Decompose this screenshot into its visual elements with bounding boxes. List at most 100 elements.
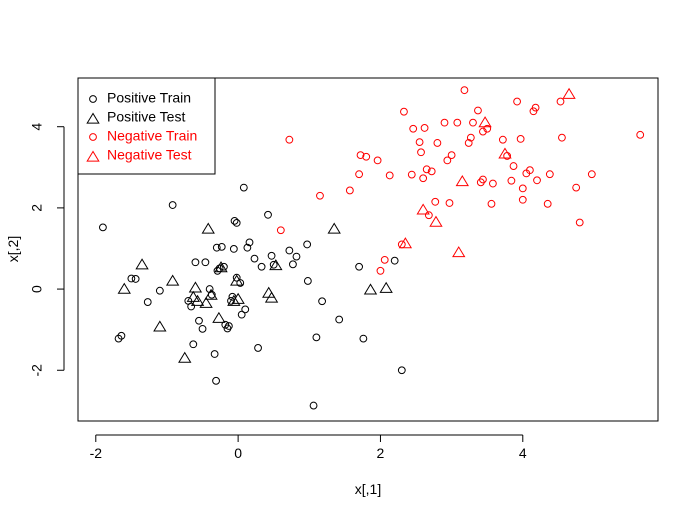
legend-marker-positive-test — [86, 112, 100, 124]
point-negative-train — [483, 124, 492, 133]
point-positive-train — [232, 273, 241, 282]
series-negative-train — [276, 86, 645, 275]
point-positive-train — [245, 238, 254, 247]
y-tick-label: 4 — [29, 123, 45, 131]
point-positive-test — [212, 311, 226, 323]
series-positive-test — [117, 222, 393, 363]
point-negative-train — [474, 106, 482, 115]
point-positive-test — [190, 294, 205, 306]
point-positive-test — [227, 294, 241, 306]
point-positive-test — [178, 351, 192, 363]
plot-area-frame — [77, 77, 659, 422]
point-positive-train — [131, 275, 140, 283]
point-positive-train — [232, 219, 241, 227]
point-positive-test — [135, 258, 149, 270]
point-positive-train — [229, 244, 238, 253]
point-positive-train — [237, 310, 246, 319]
point-negative-train — [507, 176, 516, 185]
point-positive-train — [212, 243, 221, 252]
point-negative-train — [376, 266, 385, 275]
point-negative-train — [285, 135, 294, 144]
point-positive-train — [292, 252, 301, 261]
point-negative-train — [373, 156, 382, 165]
point-negative-train — [433, 139, 442, 147]
point-negative-train — [533, 176, 541, 185]
legend-label-negative-train: Negative Train — [107, 128, 197, 144]
point-negative-train — [355, 170, 364, 179]
point-negative-train — [487, 199, 496, 208]
legend-label-positive-test: Positive Test — [107, 109, 185, 125]
legend-marker-negative-train — [89, 133, 97, 141]
point-positive-train — [143, 298, 152, 306]
point-positive-test — [363, 283, 378, 295]
point-negative-train — [488, 179, 497, 188]
point-positive-test — [327, 222, 341, 234]
point-positive-train — [230, 216, 239, 225]
point-negative-test — [562, 87, 576, 99]
point-positive-test — [230, 274, 244, 286]
point-positive-train — [289, 260, 297, 269]
point-negative-train — [440, 118, 449, 127]
y-axis: -2 0 2 4 — [29, 123, 65, 376]
point-negative-train — [443, 156, 452, 165]
point-negative-test — [398, 237, 413, 249]
point-negative-train — [545, 170, 554, 179]
y-axis-label: x[,2] — [5, 236, 21, 262]
point-positive-train — [241, 305, 250, 314]
point-negative-train — [464, 139, 473, 147]
legend-item-positive-train: Positive Train — [89, 90, 191, 106]
point-negative-train — [276, 226, 285, 235]
point-negative-train — [469, 118, 477, 127]
point-negative-train — [543, 199, 552, 208]
point-positive-train — [254, 344, 262, 352]
point-negative-train — [415, 138, 424, 147]
x-axis-label: x[,1] — [355, 481, 381, 497]
point-positive-train — [212, 376, 220, 385]
point-positive-test — [165, 274, 180, 286]
point-positive-test — [117, 282, 131, 294]
point-negative-train — [380, 255, 389, 264]
point-negative-test — [455, 175, 469, 187]
point-positive-train — [318, 297, 326, 306]
legend-item-positive-test: Positive Test — [86, 109, 185, 125]
point-negative-train — [409, 124, 418, 133]
point-positive-train — [99, 223, 107, 232]
point-positive-test — [379, 281, 393, 293]
point-positive-train — [303, 240, 312, 249]
point-positive-train — [195, 316, 203, 325]
point-positive-test — [231, 292, 245, 304]
point-positive-train — [236, 279, 245, 287]
point-positive-test — [188, 281, 203, 293]
point-negative-train — [509, 162, 518, 170]
point-positive-train — [210, 350, 219, 358]
x-tick-label: 4 — [519, 445, 527, 461]
point-negative-train — [460, 86, 469, 95]
point-negative-train — [587, 170, 596, 179]
point-positive-test — [186, 290, 200, 302]
point-negative-test — [498, 147, 512, 159]
point-negative-train — [636, 130, 645, 139]
point-negative-train — [513, 97, 521, 106]
point-negative-train — [558, 133, 566, 142]
point-positive-train — [359, 334, 368, 343]
point-positive-train — [309, 401, 318, 410]
point-negative-test — [429, 215, 443, 227]
legend-item-negative-test: Negative Test — [86, 147, 192, 163]
x-tick-label: 2 — [377, 445, 385, 461]
point-negative-train — [385, 171, 394, 180]
point-negative-train — [407, 170, 416, 179]
series-negative-test — [398, 87, 576, 258]
series-positive-train — [99, 183, 406, 410]
point-negative-train — [419, 174, 428, 183]
legend-marker-negative-test — [86, 150, 100, 162]
point-negative-train — [479, 175, 487, 184]
legend-box — [77, 77, 216, 175]
y-tick-label: 0 — [29, 285, 45, 293]
x-tick-label: 0 — [234, 445, 242, 461]
point-positive-train — [312, 333, 321, 342]
point-negative-train — [453, 118, 462, 127]
point-negative-train — [498, 135, 507, 144]
point-negative-train — [345, 186, 354, 195]
legend-item-negative-train: Negative Train — [89, 128, 197, 144]
